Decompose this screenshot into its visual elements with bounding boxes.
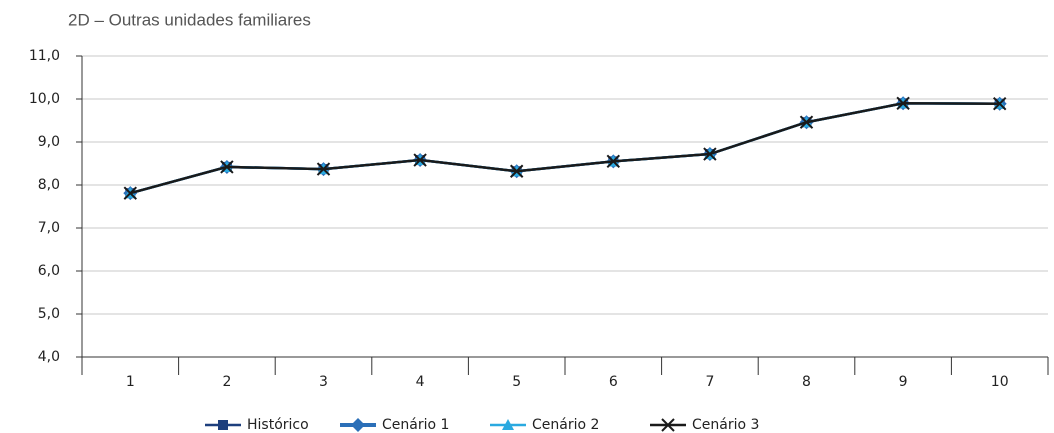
x-tick-label: 5 [512, 374, 521, 390]
marker [992, 97, 1007, 111]
legend-label: Cenário 2 [532, 417, 599, 433]
y-tick-label: 4,0 [38, 349, 60, 365]
series-line [129, 102, 1000, 195]
chart-title: 2D – Outras unidades familiares [68, 10, 311, 29]
marker [896, 96, 910, 111]
marker [799, 115, 814, 129]
y-tick-label: 9,0 [38, 134, 60, 150]
marker [661, 418, 675, 432]
marker [218, 420, 228, 430]
legend-label: Cenário 3 [692, 417, 759, 433]
x-tick-label: 6 [609, 374, 618, 390]
legend-label: Cenário 1 [382, 417, 449, 433]
y-tick-label: 8,0 [38, 177, 60, 193]
y-tick-label: 11,0 [29, 48, 60, 64]
x-tick-label: 9 [899, 374, 908, 390]
marker [316, 162, 331, 176]
y-tick-label: 5,0 [38, 306, 60, 322]
legend-label: Histórico [247, 417, 309, 433]
marker [123, 186, 138, 200]
marker [509, 164, 524, 178]
series-line [129, 102, 1000, 195]
y-tick-label: 10,0 [29, 91, 60, 107]
marker [413, 153, 427, 167]
x-tick-label: 2 [222, 374, 231, 390]
x-tick-label: 8 [802, 374, 811, 390]
x-tick-label: 10 [991, 374, 1009, 390]
y-tick-label: 7,0 [38, 220, 60, 236]
series-line [129, 102, 1000, 195]
y-tick-label: 6,0 [38, 263, 60, 279]
marker [502, 419, 514, 430]
x-tick-label: 4 [416, 374, 425, 390]
x-tick-label: 1 [126, 374, 135, 390]
marker [351, 418, 365, 432]
marker [220, 160, 234, 174]
x-tick-label: 3 [319, 374, 328, 390]
marker [606, 154, 621, 169]
x-tick-label: 7 [705, 374, 714, 390]
marker [703, 147, 717, 161]
series-line [129, 102, 1000, 195]
